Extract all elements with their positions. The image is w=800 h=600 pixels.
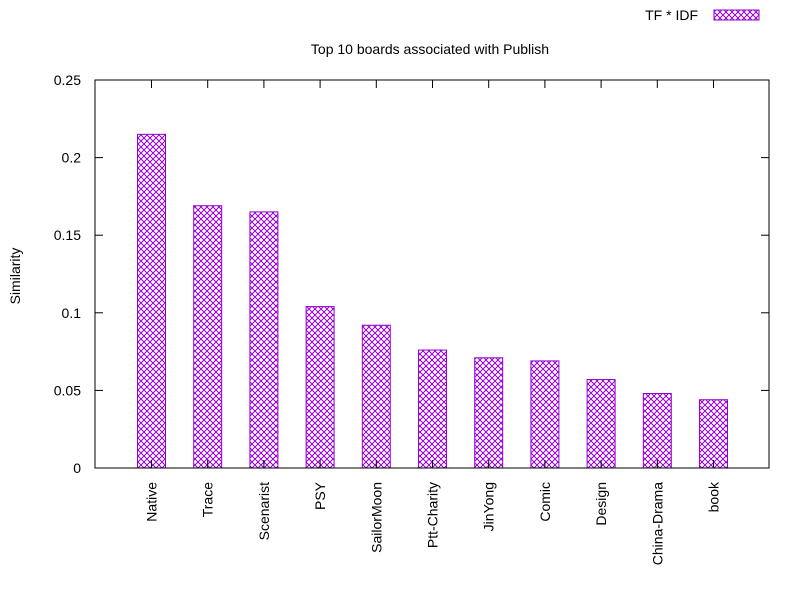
x-tick-label: Comic [537, 482, 553, 522]
y-tick-label: 0.1 [62, 305, 82, 321]
x-tick-label: PSY [312, 481, 328, 510]
bar-comic [530, 360, 560, 469]
x-tick-label: JinYong [481, 482, 497, 531]
y-tick-label: 0.2 [62, 150, 82, 166]
bars [137, 133, 728, 469]
bar-book [699, 399, 728, 469]
y-axis: 0 0.05 0.1 0.15 0.2 0.25 [54, 72, 769, 476]
x-tick-label: China-Drama [649, 482, 665, 565]
y-tick-label: 0 [73, 460, 81, 476]
x-tick-label: Trace [200, 482, 216, 517]
x-tick-label: SailorMoon [368, 482, 384, 553]
x-axis: Native Trace Scenarist PSY SailorMoon Ptt-Cha… [144, 80, 722, 565]
bar-china-drama [642, 393, 672, 469]
y-tick-label: 0.25 [54, 72, 81, 88]
y-tick-label: 0.15 [54, 227, 81, 243]
x-tick-label: Ptt-Charity [425, 482, 441, 548]
plot-frame [94, 79, 770, 469]
legend: TF * IDF [645, 7, 760, 23]
y-axis-title: Similarity [7, 248, 23, 305]
x-tick-label: Native [144, 482, 160, 522]
chart-title: Top 10 boards associated with Publish [311, 41, 549, 57]
bar-jinyong [474, 357, 504, 469]
x-tick-label: book [706, 481, 722, 512]
legend-label: TF * IDF [645, 7, 698, 23]
bar-design [586, 379, 616, 469]
bar-scenarist [249, 211, 279, 469]
y-tick-label: 0.05 [54, 382, 81, 398]
legend-swatch [713, 9, 760, 21]
x-tick-label: Scenarist [256, 482, 272, 540]
x-tick-label: Design [593, 482, 609, 526]
bar-psy [305, 306, 335, 469]
bar-sailormoon [361, 324, 391, 469]
bar-ptt-charity [418, 349, 447, 469]
bar-trace [193, 205, 223, 469]
bar-native [137, 133, 166, 469]
